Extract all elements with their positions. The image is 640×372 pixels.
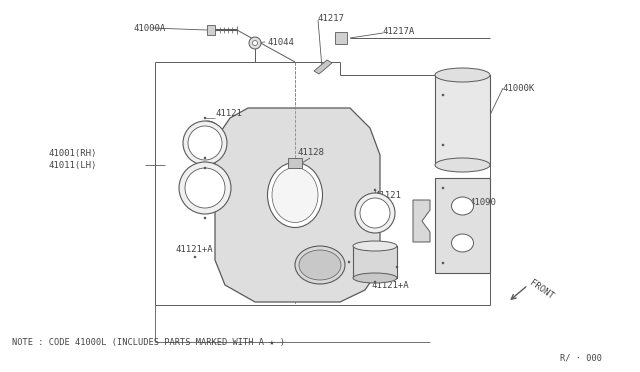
Ellipse shape (299, 250, 341, 280)
Polygon shape (413, 200, 430, 242)
Polygon shape (435, 178, 490, 273)
Circle shape (204, 157, 206, 159)
Text: FRONT: FRONT (527, 278, 555, 301)
Circle shape (185, 168, 225, 208)
Circle shape (374, 189, 376, 191)
Circle shape (348, 261, 350, 263)
Polygon shape (288, 158, 302, 168)
Circle shape (442, 187, 444, 189)
Text: R/ · 000: R/ · 000 (560, 353, 602, 362)
Ellipse shape (190, 163, 226, 207)
Text: 41044: 41044 (268, 38, 295, 46)
Ellipse shape (268, 163, 323, 228)
Circle shape (204, 117, 206, 119)
Text: 41000K: 41000K (503, 83, 535, 93)
Ellipse shape (295, 246, 345, 284)
Text: NOTE : CODE 41000L (INCLUDES PARTS MARKED WITH A ★ ): NOTE : CODE 41000L (INCLUDES PARTS MARKE… (12, 337, 285, 346)
Ellipse shape (451, 234, 474, 252)
Text: 41121: 41121 (375, 190, 402, 199)
Circle shape (355, 193, 395, 233)
Polygon shape (215, 108, 380, 302)
Text: 41001⟨RH⟩: 41001⟨RH⟩ (48, 148, 97, 157)
Circle shape (360, 198, 390, 228)
Ellipse shape (435, 158, 490, 172)
Polygon shape (335, 32, 347, 44)
Text: 41011⟨LH⟩: 41011⟨LH⟩ (48, 160, 97, 170)
Text: 41217A: 41217A (383, 26, 415, 35)
Polygon shape (207, 25, 215, 35)
Ellipse shape (451, 197, 474, 215)
Circle shape (442, 94, 444, 96)
Ellipse shape (353, 273, 397, 283)
Text: 41217: 41217 (318, 13, 345, 22)
Ellipse shape (435, 68, 490, 82)
Text: 41128: 41128 (298, 148, 325, 157)
Circle shape (442, 262, 444, 264)
Text: 41000A: 41000A (133, 23, 165, 32)
Ellipse shape (193, 121, 223, 159)
Polygon shape (314, 60, 332, 74)
Ellipse shape (353, 241, 397, 251)
Text: 41121+A: 41121+A (372, 280, 410, 289)
Circle shape (179, 162, 231, 214)
Circle shape (249, 37, 261, 49)
Polygon shape (353, 246, 397, 278)
Circle shape (194, 256, 196, 258)
Circle shape (183, 121, 227, 165)
Circle shape (188, 126, 222, 160)
Text: 41121+A: 41121+A (175, 246, 212, 254)
Circle shape (396, 266, 398, 268)
Circle shape (204, 217, 206, 219)
Polygon shape (435, 75, 490, 165)
Circle shape (253, 41, 257, 45)
Text: 41090: 41090 (470, 198, 497, 206)
Circle shape (442, 144, 444, 146)
Circle shape (374, 281, 376, 283)
Circle shape (204, 167, 206, 169)
Ellipse shape (272, 167, 318, 222)
Text: 41121: 41121 (215, 109, 242, 118)
